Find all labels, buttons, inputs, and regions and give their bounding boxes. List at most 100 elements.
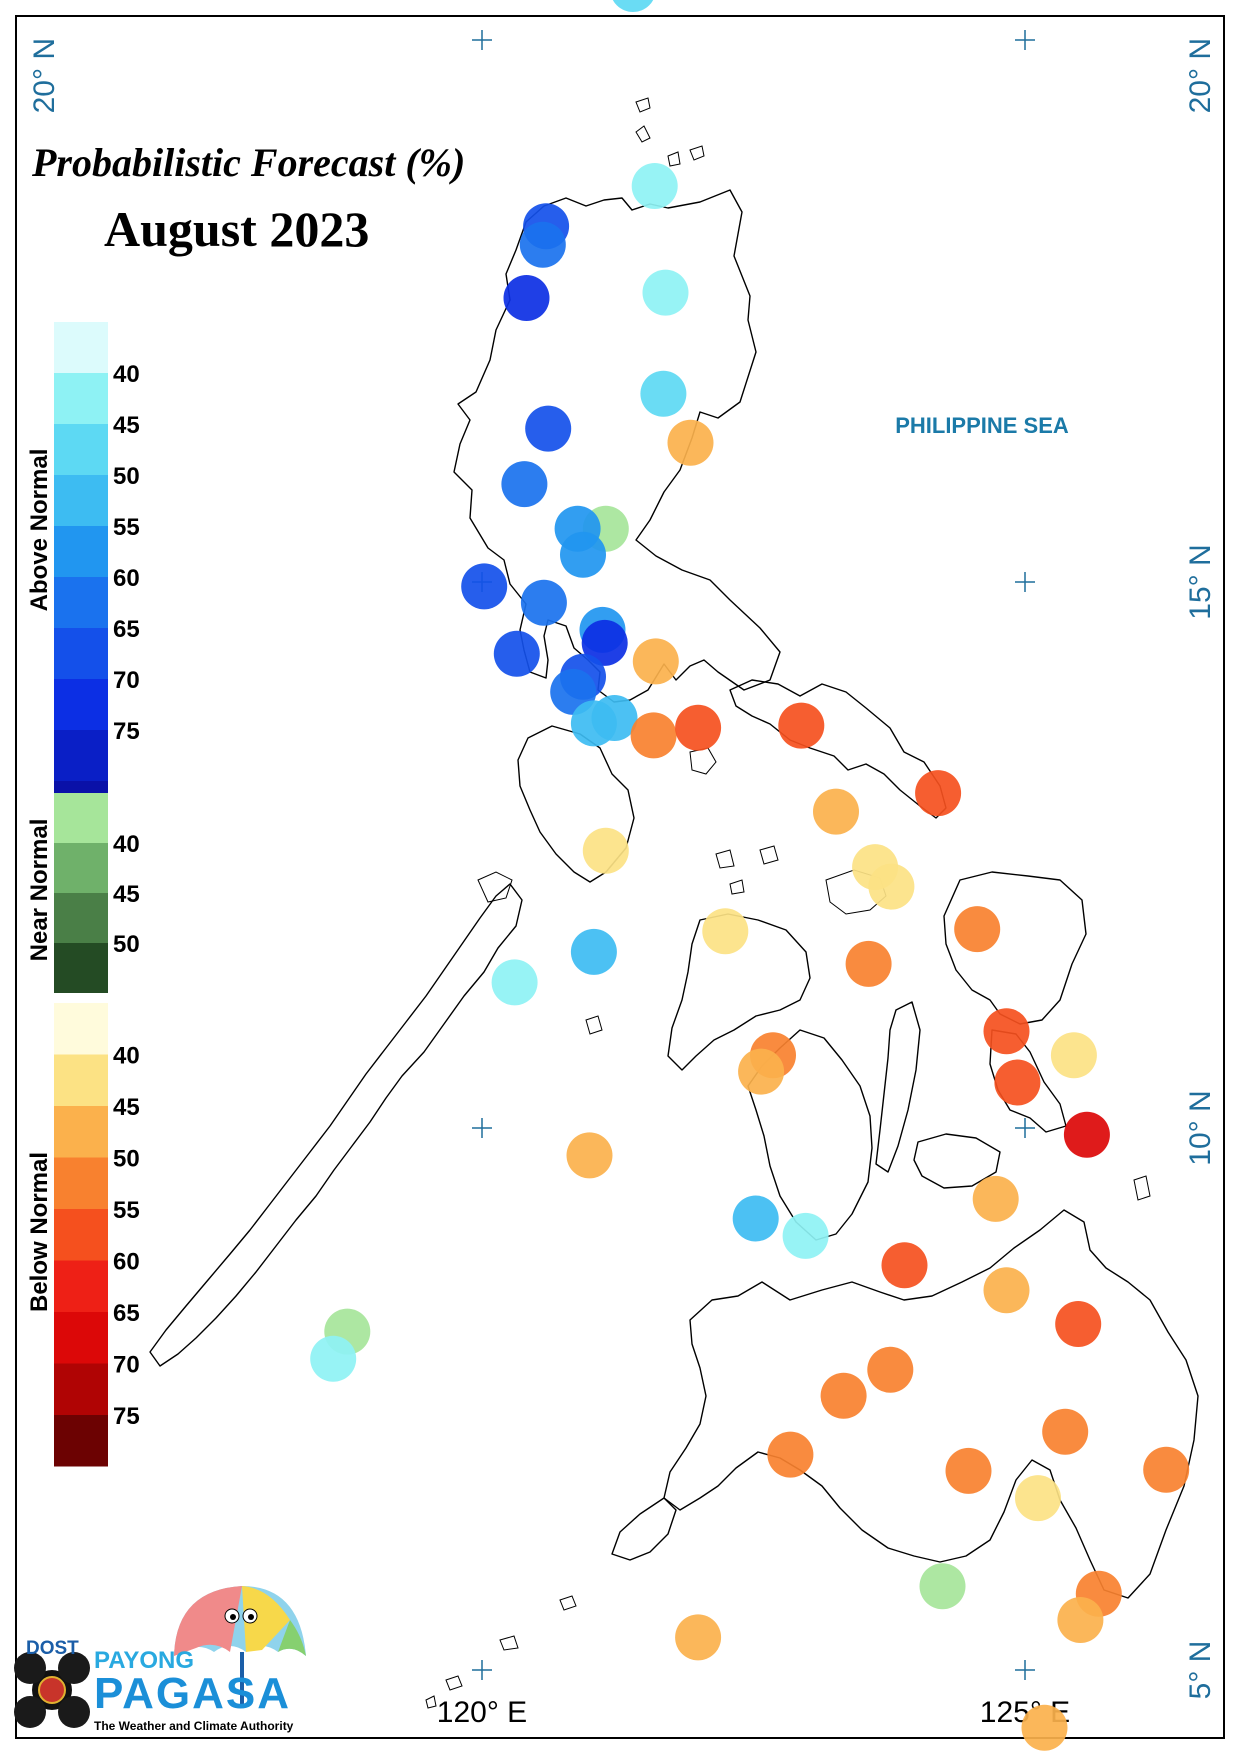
grid-cross [472, 1118, 492, 1138]
legend-below-title: Below Normal [26, 1152, 53, 1312]
legend-swatch [54, 730, 108, 781]
station-marker-above [310, 1335, 357, 1382]
legend-label: 40 [113, 361, 140, 388]
grid-cross [1015, 1660, 1035, 1680]
station-marker-above [493, 630, 540, 677]
station-marker-above [501, 461, 548, 508]
station-marker-above [503, 275, 550, 321]
legend-swatch [54, 322, 108, 373]
station-marker-below [675, 1614, 722, 1661]
station-marker-below [1057, 1597, 1104, 1643]
grid-cross [472, 1660, 492, 1680]
logo-line1: PAYONG [94, 1647, 194, 1674]
station-marker-below [868, 863, 915, 910]
legend-label: 75 [113, 718, 140, 745]
legend-swatch [54, 1054, 108, 1106]
legend-label: 50 [113, 463, 140, 490]
legend-swatch [54, 1260, 108, 1312]
legend-swatch [54, 1209, 108, 1261]
station-marker-below [1021, 1704, 1068, 1751]
legend-swatch [54, 1003, 108, 1055]
mindanao-coast [663, 1209, 1199, 1599]
legend-above-normal: 40 45 50 55 60 65 70 75 [54, 322, 140, 832]
bohol-coast [913, 1133, 1001, 1189]
station-marker-above [631, 163, 678, 209]
station-marker-below [667, 419, 714, 466]
legend-label: 70 [113, 1352, 140, 1379]
grid-cross [1015, 572, 1035, 592]
station-marker-below [630, 712, 677, 759]
legend-label: 70 [113, 667, 140, 694]
station-marker-below [881, 1242, 928, 1289]
map-title: Probabilistic Forecast (%) [31, 140, 465, 185]
station-marker-below [1143, 1446, 1190, 1493]
legend-swatch [54, 943, 108, 993]
grid-cross [472, 30, 492, 50]
marinduque-coast [689, 747, 717, 775]
legend-swatch [54, 475, 108, 526]
legend-label: 40 [113, 1043, 140, 1070]
legend-swatch [54, 679, 108, 730]
station-marker-below [1015, 1475, 1061, 1522]
legend-swatch [54, 424, 108, 475]
station-marker-above [519, 221, 566, 268]
station-marker-below [738, 1048, 785, 1095]
legend-swatch [54, 1312, 108, 1364]
lat-label-20-left: 20° N [28, 38, 61, 113]
lat-label-20-right: 20° N [1184, 38, 1217, 113]
station-marker-above [782, 1212, 829, 1259]
legend-swatch [54, 1106, 108, 1158]
zamboanga-coast [611, 1497, 677, 1561]
grid-cross [1015, 1118, 1035, 1138]
station-marker-below [994, 1059, 1041, 1106]
legend-above-title: Above Normal [26, 449, 53, 612]
logo-line2: PAGASA [94, 1669, 291, 1718]
legend-swatch [54, 893, 108, 943]
station-marker-below [632, 638, 679, 685]
station-marker-below [582, 827, 629, 874]
romblon-islands [715, 845, 779, 895]
cebu-coast [875, 1001, 921, 1173]
station-marker-below [954, 906, 1001, 953]
luzon-coast [453, 189, 781, 703]
station-marker-above [591, 695, 638, 741]
station-marker-below [983, 1008, 1030, 1055]
samar-coast [943, 871, 1087, 1025]
palawan-coast [149, 883, 523, 1367]
lat-label-5: 5° N [1184, 1641, 1217, 1700]
station-marker-below [867, 1346, 914, 1393]
logo-agency: DOST [26, 1638, 79, 1659]
station-marker-above [640, 370, 687, 417]
station-marker-below [972, 1175, 1019, 1222]
legend-swatch [54, 1415, 108, 1467]
station-marker-above [520, 579, 567, 626]
station-marker-above [581, 619, 628, 666]
legend-swatch [54, 843, 108, 893]
legend-swatch [54, 526, 108, 577]
panay-coast [667, 913, 811, 1071]
forecast-stations [310, 0, 1190, 1751]
legend-label: 65 [113, 616, 140, 643]
lat-label-15: 15° N [1184, 544, 1217, 619]
station-marker-above [525, 405, 572, 452]
legend-swatch [54, 628, 108, 679]
station-marker-below [566, 1132, 613, 1179]
map-subtitle: August 2023 [104, 201, 369, 257]
station-marker-above [642, 269, 689, 316]
siargao-coast [1133, 1175, 1151, 1201]
legend-label: 40 [113, 831, 140, 858]
philippine-sea-label: PHILIPPINE SEA [895, 413, 1069, 438]
station-marker-below [845, 940, 892, 987]
legend-label: 50 [113, 931, 140, 958]
station-marker-below [813, 788, 859, 835]
legend-label: 65 [113, 1300, 140, 1327]
legend-label: 60 [113, 565, 140, 592]
legend-swatch [54, 1363, 108, 1415]
station-marker-below [767, 1431, 814, 1478]
station-marker-below [1042, 1408, 1089, 1455]
legend-swatch [54, 577, 108, 628]
legend: 40 45 50 55 60 65 70 75 40 45 50 40 45 50 55 60 65 70 75… [26, 322, 140, 1467]
station-marker-below [945, 1447, 992, 1494]
legend-swatch [54, 373, 108, 424]
